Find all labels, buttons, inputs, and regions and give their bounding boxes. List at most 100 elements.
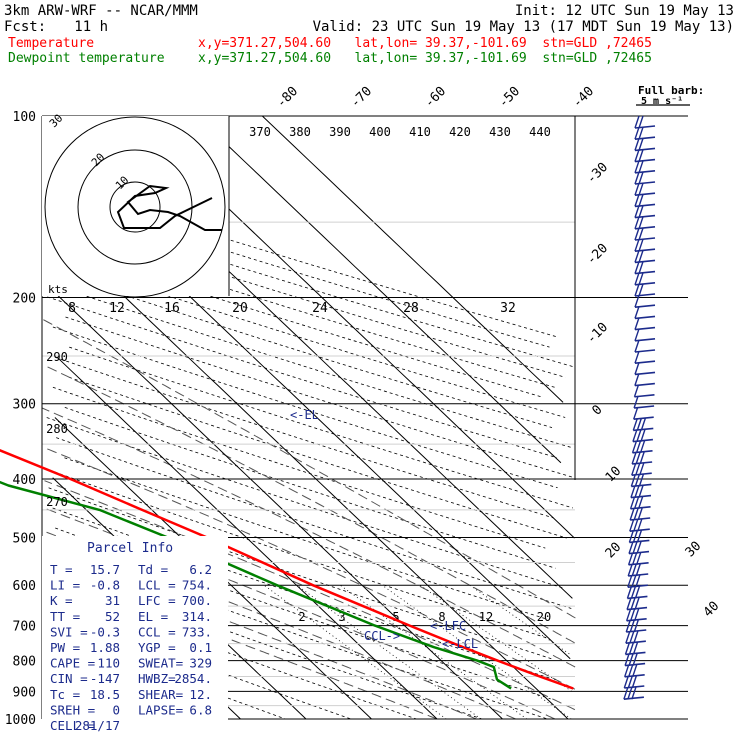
wind-barb <box>629 496 651 510</box>
mixing-ratio-line-8 <box>381 584 572 720</box>
wind-barb-flag <box>634 586 641 599</box>
wind-barb-flag <box>634 126 640 140</box>
wind-barb-flag <box>634 339 640 353</box>
speed-tick-20: 20 <box>232 301 248 316</box>
parcel-cell-r0-c3: 6.2 <box>189 562 212 577</box>
wind-barb-flag <box>629 630 635 644</box>
dry-adiabat-310 <box>48 487 552 660</box>
wind-barb <box>632 429 653 443</box>
parcel-cell-r3-c1: 52 <box>105 609 120 624</box>
pressure-tick-400: 400 <box>13 473 36 488</box>
wind-barb-flag <box>634 272 640 286</box>
parcel-cell-r8-c3: 12. <box>189 687 212 702</box>
wind-barb <box>634 138 656 152</box>
wind-barb-flag <box>634 485 640 498</box>
wind-barb <box>634 272 656 286</box>
wind-barb-flag <box>626 586 633 599</box>
wind-barb-flag <box>632 530 639 543</box>
wind-barb <box>629 507 651 521</box>
wind-barb-staff <box>634 304 656 308</box>
wind-barb-flag <box>632 418 638 431</box>
right-temp-tick-4: 10 <box>603 464 625 486</box>
parcel-cell-r0-c2: Td = <box>138 562 168 577</box>
theta-e-label-410: 410 <box>409 125 431 139</box>
wind-barb-flag <box>630 586 637 599</box>
wind-barb-flag <box>624 664 630 678</box>
wind-barb-flag <box>633 406 639 420</box>
wind-barb-flag <box>627 552 634 566</box>
dry-adiabat-490 <box>71 226 566 378</box>
wind-barb-flag <box>638 182 644 196</box>
isotherm-60 <box>261 115 564 403</box>
wind-barb-flag <box>628 664 634 678</box>
wind-barb-flag <box>634 115 640 129</box>
moist-adiabat-38 <box>42 319 576 619</box>
pressure-tick-100: 100 <box>13 110 36 125</box>
dry-adiabat-380 <box>68 376 567 539</box>
wind-barb-flag <box>639 440 646 454</box>
theta-e-label-430: 430 <box>489 125 511 139</box>
wind-barb-flag <box>629 608 636 622</box>
wind-barb <box>634 294 656 308</box>
wind-barb-flag <box>638 283 644 297</box>
wind-barb-staff <box>634 170 656 174</box>
wind-barb-staff <box>634 237 656 241</box>
dry-adiabat-450 <box>68 276 553 428</box>
pressure-tick-800: 800 <box>13 655 36 670</box>
pressure-tick-500: 500 <box>13 531 36 546</box>
wind-barb-flag <box>631 552 638 566</box>
right-temp-tick-5: 20 <box>603 540 625 562</box>
wind-barb-flag <box>640 418 646 431</box>
wind-barb-flag <box>634 171 640 185</box>
wind-barb-flag <box>638 485 644 498</box>
wind-barb-flag <box>629 619 635 633</box>
wind-barb-flag <box>634 362 640 375</box>
wind-barb-flag <box>628 541 634 554</box>
wind-barb <box>629 518 650 532</box>
full-barb-label: Full barb: <box>638 84 704 97</box>
hodograph-ring-30 <box>44 116 226 298</box>
wind-barb-flag <box>636 429 642 442</box>
right-temp-tick-3: 0 <box>589 402 605 418</box>
wind-barb <box>634 250 656 264</box>
wind-barb-flag <box>634 261 640 274</box>
parcel-cell-r1-c2: LCL = <box>138 578 176 593</box>
wind-barb <box>623 675 645 689</box>
theta-label-1: 280 <box>46 422 68 436</box>
wind-barb-flag <box>631 563 637 577</box>
wind-barb-flag <box>634 306 640 319</box>
top-temp-tick-2: -60 <box>422 84 449 111</box>
wind-barb-flag <box>634 250 640 263</box>
wind-barb-flag <box>634 205 640 218</box>
wind-barb-flag <box>634 350 640 364</box>
theta-e-label-380: 380 <box>289 125 311 139</box>
wind-barb-flag <box>633 630 639 644</box>
wind-barb-flag <box>631 451 637 465</box>
wind-barb <box>630 474 652 488</box>
wind-barb-flag <box>633 507 639 521</box>
wind-barb-flag <box>633 384 640 398</box>
wind-barb-staff <box>634 349 656 353</box>
legend-dewpoint: Dewpoint temperature <box>8 51 165 66</box>
wind-barb-flag <box>635 462 641 476</box>
wind-barb-flag <box>633 619 639 633</box>
moist-adiabat-32 <box>45 365 575 644</box>
parcel-info-panel: Parcel Info T = 15.7 Td = 6.2 LI = -0.8 LCL = 7… <box>42 536 228 733</box>
dry-adiabat-470 <box>56 246 544 398</box>
wind-barb-flag <box>627 675 633 689</box>
wind-barb <box>634 205 656 219</box>
parcel-cell-r4-c1: -0.3 <box>90 624 120 639</box>
wind-barb-flag <box>638 205 644 218</box>
wind-barb <box>634 373 655 387</box>
right-temp-tick-1: -20 <box>584 241 611 268</box>
parcel-cell-r0-c0: T = <box>50 562 73 577</box>
wind-barb <box>628 530 650 544</box>
dry-adiabat-360 <box>64 407 556 569</box>
wind-barb-flag <box>638 238 644 252</box>
wind-barb <box>631 440 653 454</box>
wind-barb <box>623 686 644 700</box>
parcel-cell-r2-c1: 31 <box>105 593 120 608</box>
wind-barb-flag <box>631 686 637 700</box>
